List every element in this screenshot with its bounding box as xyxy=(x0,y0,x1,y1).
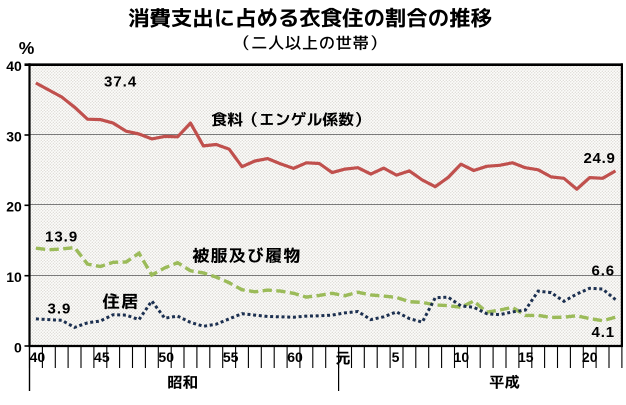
svg-text:20: 20 xyxy=(582,349,598,365)
svg-text:20: 20 xyxy=(6,199,22,215)
svg-text:45: 45 xyxy=(94,349,110,365)
svg-text:40: 40 xyxy=(6,58,22,74)
svg-text:3.9: 3.9 xyxy=(48,301,72,318)
svg-text:10: 10 xyxy=(6,269,22,285)
svg-text:60: 60 xyxy=(287,349,303,365)
svg-text:37.4: 37.4 xyxy=(104,74,137,91)
svg-text:6.6: 6.6 xyxy=(592,263,616,280)
svg-text:13.9: 13.9 xyxy=(45,229,78,246)
svg-text:15: 15 xyxy=(518,349,534,365)
svg-text:0: 0 xyxy=(14,339,22,355)
svg-text:4.1: 4.1 xyxy=(592,324,616,341)
svg-text:%: % xyxy=(19,38,35,58)
svg-text:40: 40 xyxy=(30,349,46,365)
svg-text:10: 10 xyxy=(454,349,470,365)
svg-text:30: 30 xyxy=(6,128,22,144)
svg-text:5: 5 xyxy=(392,349,400,365)
svg-text:55: 55 xyxy=(223,349,239,365)
svg-text:24.9: 24.9 xyxy=(584,150,616,167)
svg-text:50: 50 xyxy=(158,349,174,365)
